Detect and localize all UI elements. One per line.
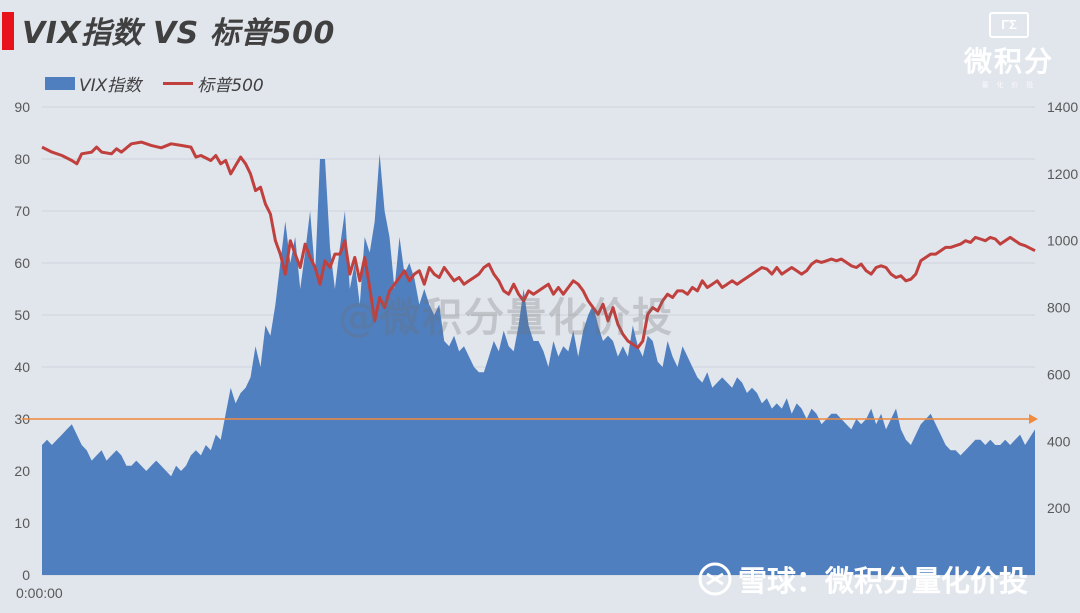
brand-logo: ΓΣ 微积分 量 化 价 投 (950, 12, 1068, 89)
footer-source: 雪球：微积分量化价投 (698, 558, 1028, 600)
legend-item-sp500: 标普500 (163, 71, 264, 96)
legend-swatch-vix (45, 76, 75, 90)
footer-text: 雪球：微积分量化价投 (738, 564, 1029, 598)
right-tick-label: 600 (1047, 366, 1071, 382)
left-tick-label: 0 (22, 567, 30, 583)
legend-label-sp500: 标普500 (197, 75, 264, 96)
right-tick-label: 1400 (1047, 99, 1078, 115)
left-tick-label: 20 (14, 463, 30, 479)
title-accent-bar (2, 12, 14, 50)
legend-swatch-sp500 (163, 81, 194, 85)
logo-mark-icon: ΓΣ (989, 12, 1029, 38)
legend-item-vix: VIX指数 (45, 71, 141, 96)
left-tick-label: 90 (14, 99, 30, 115)
left-tick-label: 70 (14, 203, 30, 219)
watermark: @微积分量化价投 (338, 295, 674, 341)
x-tick-label: 0:00:00 (16, 585, 63, 601)
left-tick-label: 80 (14, 151, 30, 167)
right-tick-label: 1200 (1047, 166, 1078, 182)
left-tick-label: 60 (14, 255, 30, 271)
legend-label-vix: VIX指数 (79, 75, 142, 96)
legend: VIX指数 标普500 (45, 71, 286, 96)
reference-line-arrow (1029, 414, 1038, 424)
right-tick-label: 400 (1047, 433, 1071, 449)
sp500-line-series (41, 140, 1036, 350)
logo-text: 微积分 (963, 45, 1054, 78)
right-tick-label: 1000 (1047, 233, 1078, 249)
left-tick-label: 10 (14, 515, 30, 531)
left-tick-label: 40 (14, 359, 30, 375)
logo-subtext: 量 化 价 投 (981, 82, 1037, 89)
right-tick-label: 200 (1047, 500, 1071, 516)
vix-area-series (42, 153, 1035, 576)
snowball-icon (698, 562, 732, 596)
chart-title: VIX指数 VS 标普500 (22, 16, 335, 51)
left-tick-label: 50 (14, 307, 30, 323)
right-tick-label: 800 (1047, 300, 1071, 316)
